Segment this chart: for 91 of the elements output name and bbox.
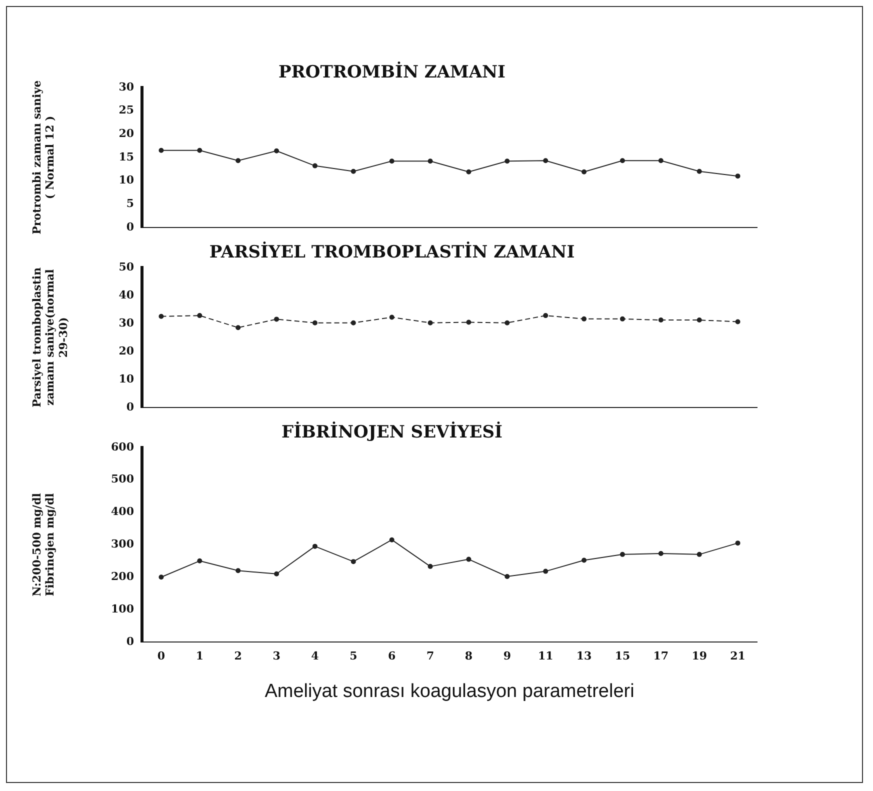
point: [158, 574, 164, 580]
x-axis-title: Ameliyat sonrası koagulasyon parametreleri: [264, 680, 634, 702]
x-tick-label: 19: [692, 649, 707, 662]
point: [274, 316, 280, 322]
y-tick-label: 0: [126, 220, 134, 234]
y-tick-label: 500: [111, 472, 134, 486]
point: [350, 320, 356, 326]
y-tick-label: 0: [126, 400, 134, 414]
y-tick-label: 30: [118, 316, 134, 330]
y-tick-label: 40: [118, 288, 134, 302]
point: [466, 169, 472, 174]
x-tick-label: 4: [311, 649, 320, 662]
y-tick-label: 20: [118, 126, 134, 140]
point: [582, 169, 587, 174]
y-tick-label: 400: [111, 505, 134, 518]
x-tick-label: 11: [538, 649, 554, 662]
point: [428, 564, 433, 569]
x-tick-label: 1: [196, 649, 204, 662]
point: [466, 320, 472, 325]
y-tick-label: 0: [126, 634, 134, 648]
point: [312, 163, 318, 168]
y-tick-label: 20: [118, 344, 134, 358]
point: [350, 559, 356, 564]
point: [620, 158, 625, 164]
point: [158, 148, 164, 153]
y-tick-label: 600: [111, 440, 134, 454]
y-tick-label: 10: [118, 174, 134, 187]
point: [735, 319, 740, 324]
y-tick-label: 25: [118, 104, 134, 117]
point: [504, 158, 510, 164]
y-tick-label: 30: [118, 80, 134, 94]
point: [312, 320, 318, 326]
y-axis-title: Parsiyel tromboplastin zamanı saniye(normal 29-30): [30, 267, 70, 408]
x-tick-label: 5: [350, 649, 358, 662]
chart-title: PROTROMBİN ZAMANI: [278, 62, 506, 83]
point: [696, 552, 702, 557]
x-tick-label: 6: [388, 649, 396, 662]
point: [696, 168, 702, 174]
point: [236, 325, 241, 330]
point: [197, 148, 202, 153]
point: [197, 558, 202, 564]
x-tick-label: 21: [730, 649, 746, 662]
y-axis-title: N:200-500 mg/dl Fibrinojen mg/dl: [30, 493, 57, 596]
point: [735, 174, 740, 179]
y-tick-label: 200: [111, 570, 134, 583]
point: [274, 148, 280, 154]
point: [428, 158, 433, 164]
x-tick-label: 3: [272, 649, 280, 662]
x-tick-label: 8: [464, 649, 473, 662]
point: [504, 320, 510, 326]
chart-title: PARSİYEL TROMBOPLASTİN ZAMANI: [209, 242, 575, 263]
x-tick-label: 15: [614, 649, 630, 662]
point: [620, 316, 625, 322]
point: [696, 318, 702, 323]
x-tick-label: 13: [576, 649, 592, 662]
point: [543, 568, 548, 574]
point: [389, 537, 394, 542]
point: [236, 568, 241, 574]
point: [658, 318, 664, 323]
x-tick-label: 2: [234, 649, 242, 662]
point: [197, 313, 202, 318]
point: [582, 316, 587, 322]
point: [658, 550, 664, 556]
y-tick-label: 100: [111, 602, 134, 616]
point: [620, 552, 625, 557]
point: [582, 558, 587, 563]
point: [312, 544, 318, 549]
point: [274, 571, 280, 576]
y-tick-label: 15: [118, 150, 134, 164]
point: [350, 168, 356, 174]
chart-title: FİBRİNOJEN SEVİYESİ: [282, 422, 503, 443]
x-tick-label: 7: [426, 649, 434, 662]
point: [658, 158, 664, 164]
point: [428, 320, 433, 326]
point: [158, 314, 164, 319]
y-tick-label: 300: [111, 538, 134, 551]
point: [504, 574, 510, 579]
point: [543, 313, 548, 318]
x-tick-label: 9: [503, 649, 511, 662]
x-tick-label: 17: [653, 649, 669, 662]
point: [543, 158, 548, 164]
y-tick-label: 50: [118, 260, 134, 274]
point: [389, 158, 394, 164]
y-tick-label: 10: [118, 372, 134, 386]
point: [236, 158, 241, 164]
y-axis-title: Protrombi zamanı saniye ( Normal 12 ): [30, 80, 57, 234]
point: [389, 314, 394, 320]
x-tick-label: 0: [157, 649, 166, 662]
y-tick-label: 5: [126, 196, 134, 210]
point: [735, 540, 740, 546]
point: [466, 556, 472, 562]
